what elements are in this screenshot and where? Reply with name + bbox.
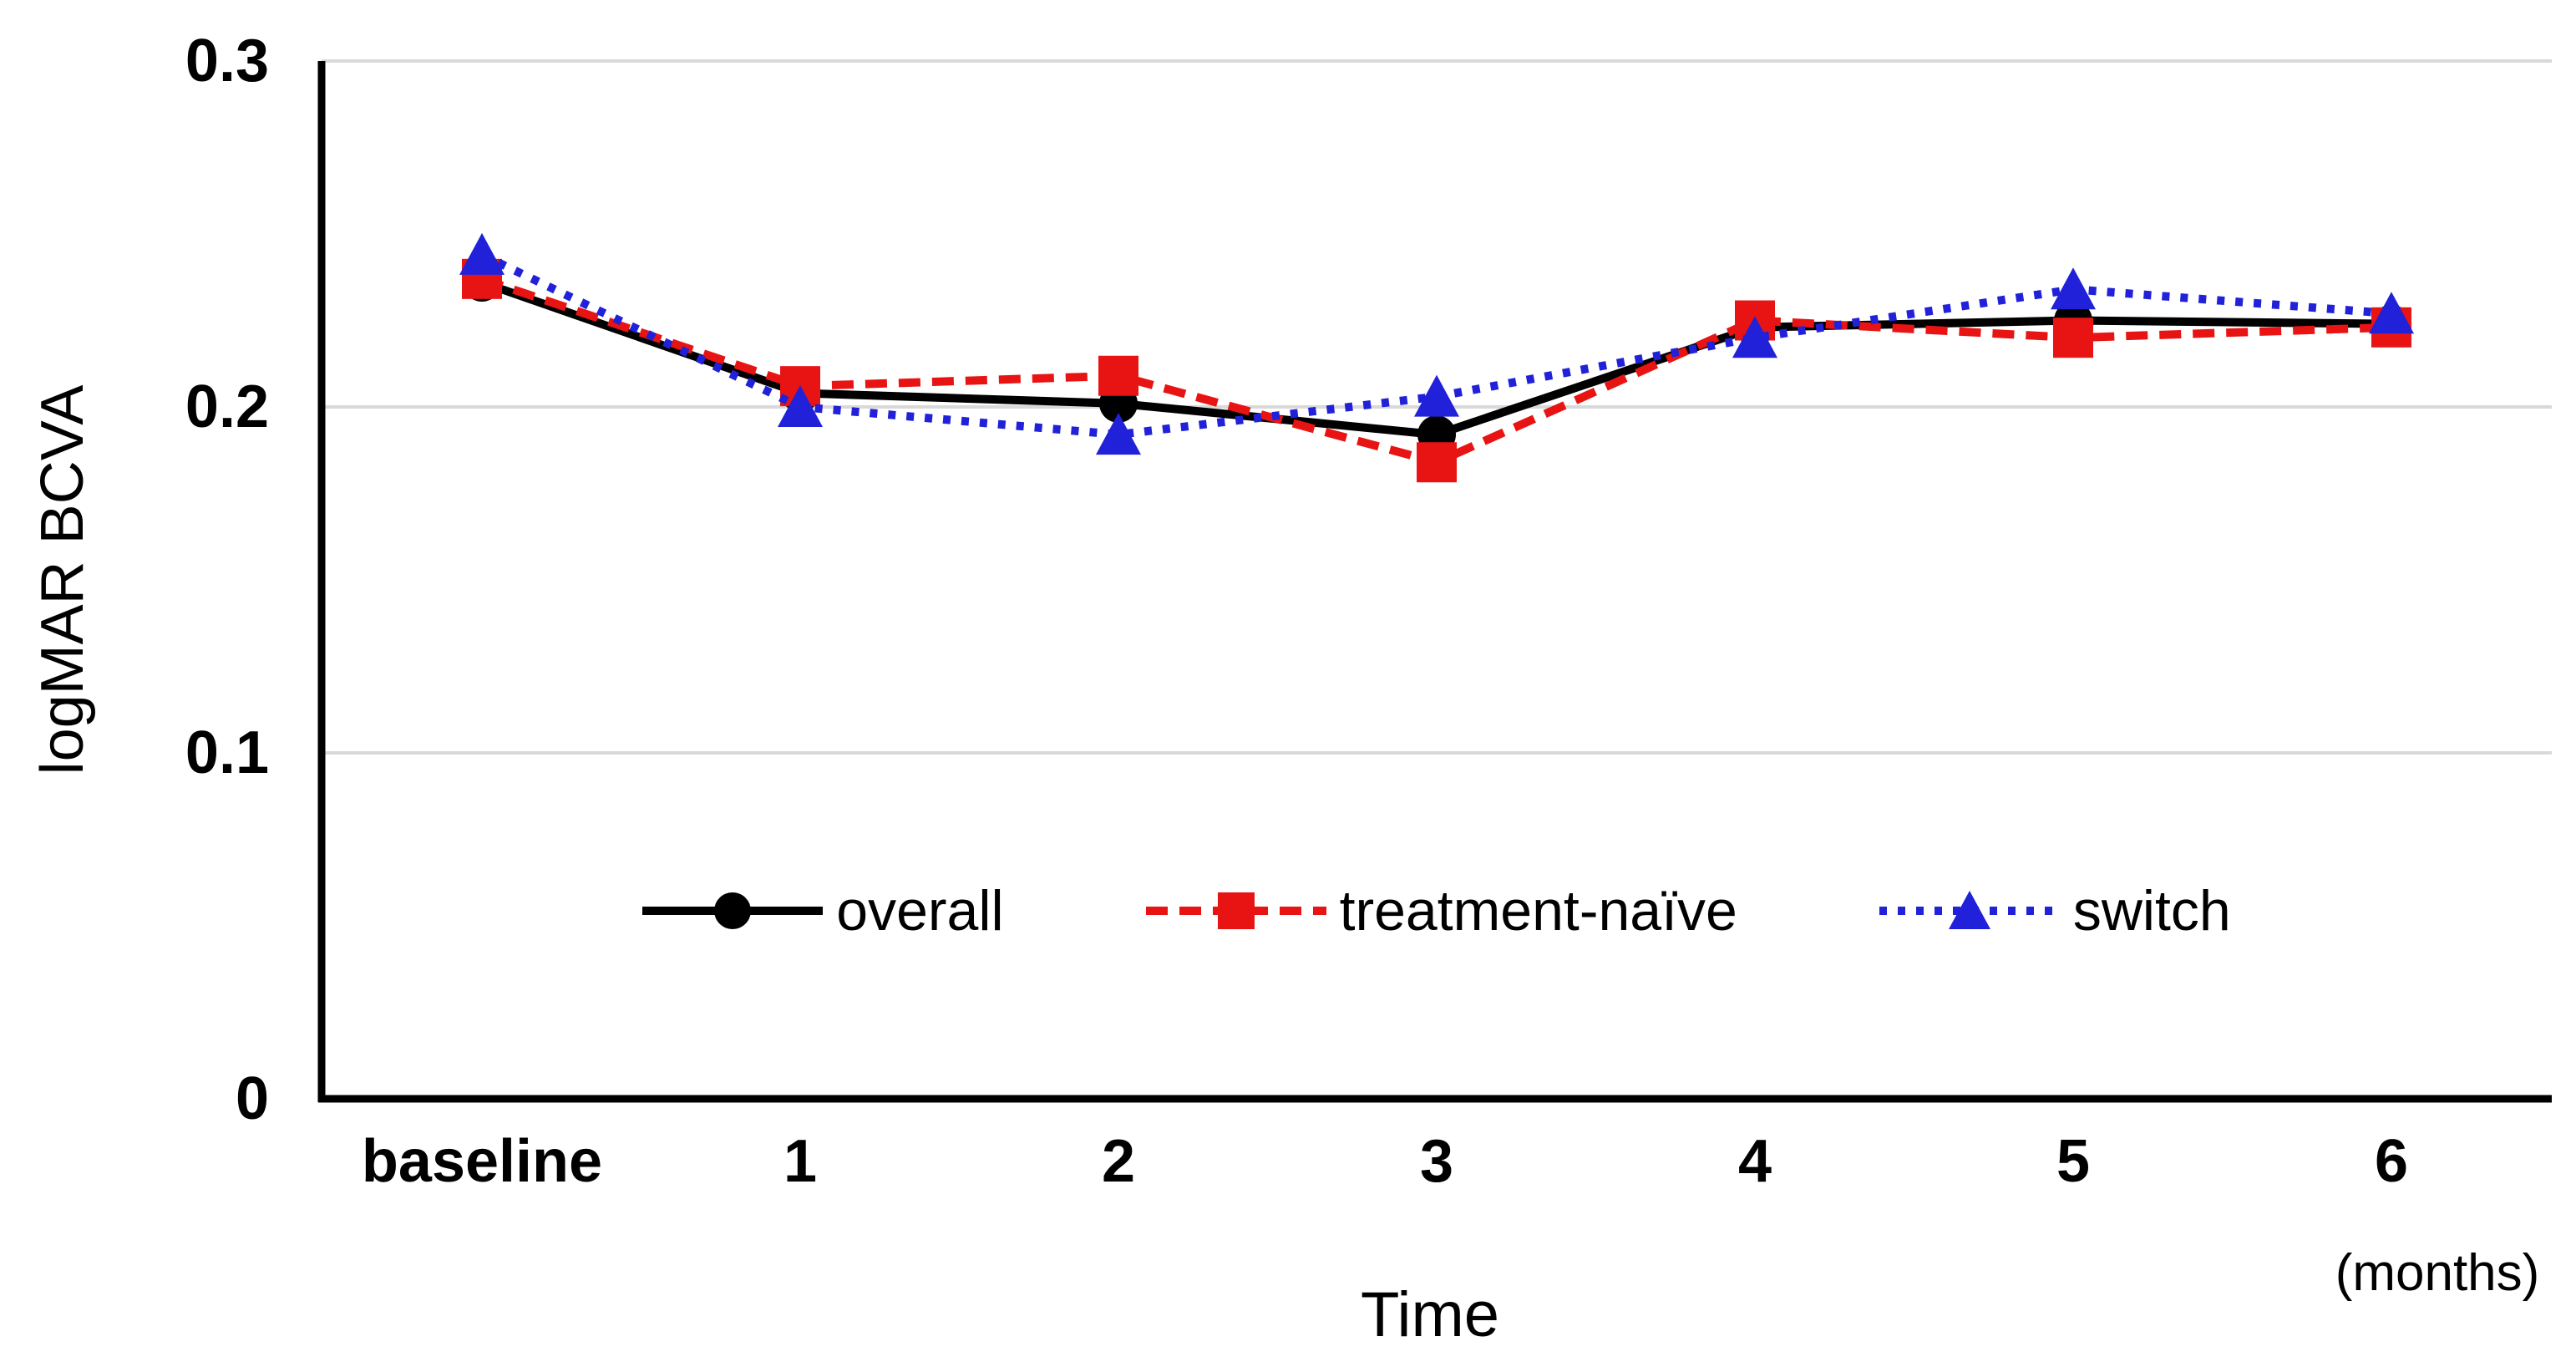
data-marker-switch [1096,413,1141,455]
chart-legend: overall treatment-naïve switch [322,879,2552,943]
data-marker-switch [1414,374,1459,417]
legend-marker-square [1145,892,1326,929]
data-marker-treatment-naive [2053,318,2093,358]
plot-area [317,59,2552,1103]
legend-marker-triangle [1879,891,2060,929]
x-tick-label: 6 [2374,1128,2409,1195]
data-marker-switch [1732,316,1777,358]
x-tick-label: 4 [1737,1128,1772,1195]
data-marker-switch [778,385,823,427]
x-tick-label: 3 [1419,1128,1454,1195]
y-tick-label: 0.1 [185,719,269,786]
legend-marker-circle [642,892,824,929]
x-tick-label: 5 [2056,1128,2091,1195]
x-axis-unit-note: (months) [2335,1244,2540,1302]
legend-label: switch [2072,879,2231,943]
legend-label: treatment-naïve [1339,879,1737,943]
legend-item-circle: overall [642,878,1004,943]
x-tick-label: baseline [361,1128,603,1195]
y-tick-label: 0.3 [185,28,269,94]
y-axis-title: logMAR BCVA [29,384,96,775]
x-tick-label: 1 [783,1128,818,1195]
data-marker-switch [2369,292,2414,334]
x-axis-title: Time [1360,1279,1500,1350]
y-tick-label: 0.2 [185,374,269,440]
legend-item-square: treatment-naïve [1145,878,1737,943]
data-marker-treatment-naive [1098,355,1138,396]
legend-item-triangle: switch [1879,878,2231,943]
data-marker-treatment-naive [1417,442,1457,483]
y-tick-label: 0 [235,1065,269,1132]
data-marker-switch [459,232,505,275]
x-tick-label: 2 [1101,1128,1136,1195]
legend-label: overall [836,879,1004,943]
data-marker-switch [2051,267,2096,310]
